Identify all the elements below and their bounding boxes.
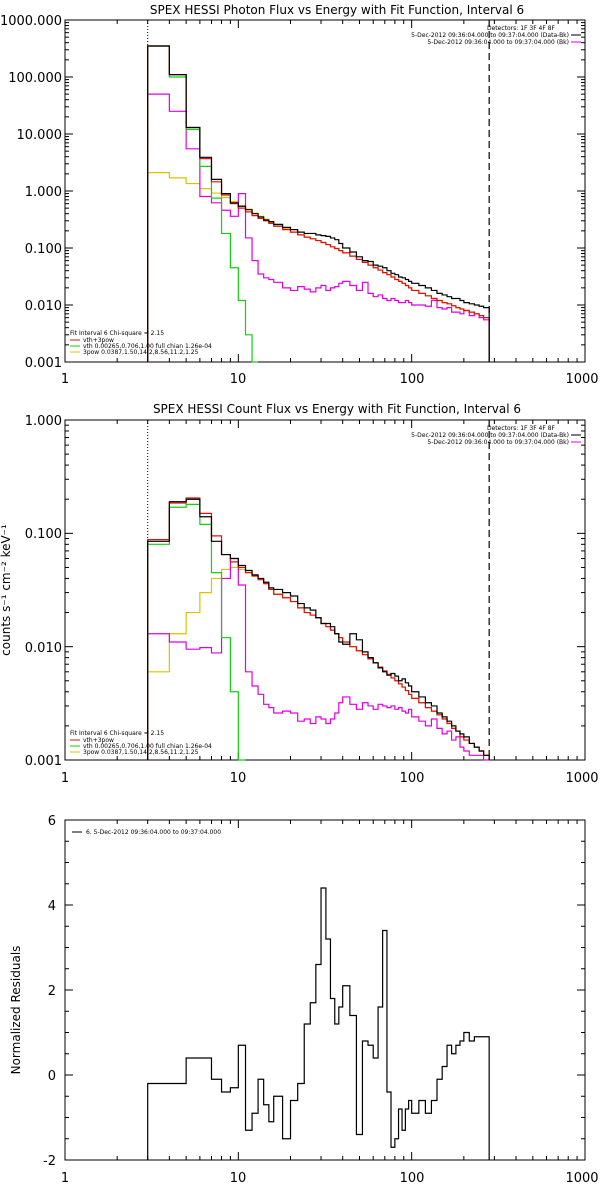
legend-fit-header: Fit Interval 6 Chi-square = 2.15 [70,330,164,337]
residuals-series-data [147,887,490,1160]
count-legend-right: Detectors: 1F 3F 4F 8F 5-Dec-2012 09:36:… [411,425,581,446]
residuals-legend: 6. 5-Dec-2012 09:36:04.000 to 09:37:04.0… [86,829,221,836]
legend-detectors: Detectors: 1F 3F 4F 8F [487,25,556,32]
photon-ytick-label: 1000.000 [0,14,62,29]
count-ytick-label: 0.100 [25,527,62,542]
residuals-ytick-label: 6 [48,814,56,829]
count-ticks [64,420,585,761]
count-xtick-label: 100 [400,771,425,786]
photon-legend-left: Fit Interval 6 Chi-square = 2.15 vth+3po… [70,330,212,356]
photon-series-data [147,45,490,362]
photon-ytick-label: 0.010 [25,299,62,314]
count-ylabel: counts s⁻¹ cm⁻² keV⁻¹ [0,524,13,656]
legend-pow: 3pow 0.0387,1.50,14.2,8.56,11.2,1.25 [83,349,199,356]
photon-ytick-label: 100.000 [8,71,62,86]
count-xtick-label: 1000 [565,771,598,786]
residuals-ytick-label: 4 [48,899,56,914]
count-ytick-label: 0.010 [25,641,62,656]
photon-xtick-label: 10 [230,372,247,387]
count-series-bk [147,557,490,761]
residuals-xtick-label: 1 [61,1171,69,1186]
legend-fit-header: Fit Interval 6 Chi-square = 2.15 [70,730,164,737]
photon-ytick-label: 0.100 [25,242,62,257]
residuals-ytick-label: 2 [48,984,56,999]
count-series [147,420,490,761]
count-flux-panel: SPEX HESSI Count Flux vs Energy with Fit… [0,402,599,786]
photon-series-vth [147,45,259,363]
residuals-ytick-label: 0 [48,1069,56,1084]
photon-ytick-label: 1.000 [25,185,62,200]
count-series-data [147,498,490,760]
photon-series-bk [147,93,490,362]
residuals-ylabel: Normalized Residuals [9,946,23,1075]
photon-series [147,20,490,363]
residuals-xtick-label: 10 [230,1171,247,1186]
residuals-ytick-label: -2 [43,1154,56,1169]
residuals-series [147,887,490,1160]
count-ytick-label: 1.000 [25,414,62,429]
count-ytick-label: 0.001 [25,754,62,769]
count-axes-frame [64,419,586,761]
legend-vth: vth 0.00265,0.706,1.00 full chian 1.26e-… [83,343,212,350]
photon-xtick-label: 1 [61,372,69,387]
photon-axes-frame [64,19,586,363]
legend-vth: vth 0.00265,0.706,1.00 full chian 1.26e-… [83,743,212,750]
count-xtick-label: 1 [61,771,69,786]
residuals-axes-frame [64,819,586,1161]
legend-data-bk: 5-Dec-2012 09:36:04.000 to 09:37:04.000 … [411,32,569,39]
residuals-xtick-label: 100 [400,1171,425,1186]
legend-bk: 5-Dec-2012 09:36:04.000 to 09:37:04.000 … [427,39,569,46]
photon-legend-right: Detectors: 1F 3F 4F 8F 5-Dec-2012 09:36:… [411,25,581,46]
photon-ytick-label: 0.001 [25,356,62,371]
legend-detectors: Detectors: 1F 3F 4F 8F [487,425,556,432]
legend-total: vth+3pow [83,337,114,344]
photon-ytick-label: 10.000 [17,128,63,143]
count-series-vth [147,503,246,761]
photon-panel-title: SPEX HESSI Photon Flux vs Energy with Fi… [150,3,524,17]
count-xtick-label: 10 [230,771,247,786]
count-panel-title: SPEX HESSI Count Flux vs Energy with Fit… [153,402,521,416]
legend-total: vth+3pow [83,737,114,744]
photon-flux-panel: SPEX HESSI Photon Flux vs Energy with Fi… [0,3,599,387]
legend-data-bk: 5-Dec-2012 09:36:04.000 to 09:37:04.000 … [411,432,569,439]
residuals-panel: Normalized Residuals 6 4 2 0 -2 1 10 100… [9,814,599,1186]
photon-ticks [64,20,585,363]
photon-series-pow [147,172,490,362]
legend-pow: 3pow 0.0387,1.50,14.2,8.56,11.2,1.25 [83,749,199,756]
photon-series-total [147,45,490,362]
photon-xtick-label: 1000 [565,372,598,387]
count-legend-left: Fit Interval 6 Chi-square = 2.15 vth+3po… [70,730,212,756]
photon-xtick-label: 100 [400,372,425,387]
count-series-pow [147,566,490,760]
count-series-total [147,497,490,760]
legend-bk: 5-Dec-2012 09:36:04.000 to 09:37:04.000 … [427,439,569,446]
residuals-xtick-label: 1000 [565,1171,598,1186]
residuals-ticks [64,819,585,1161]
